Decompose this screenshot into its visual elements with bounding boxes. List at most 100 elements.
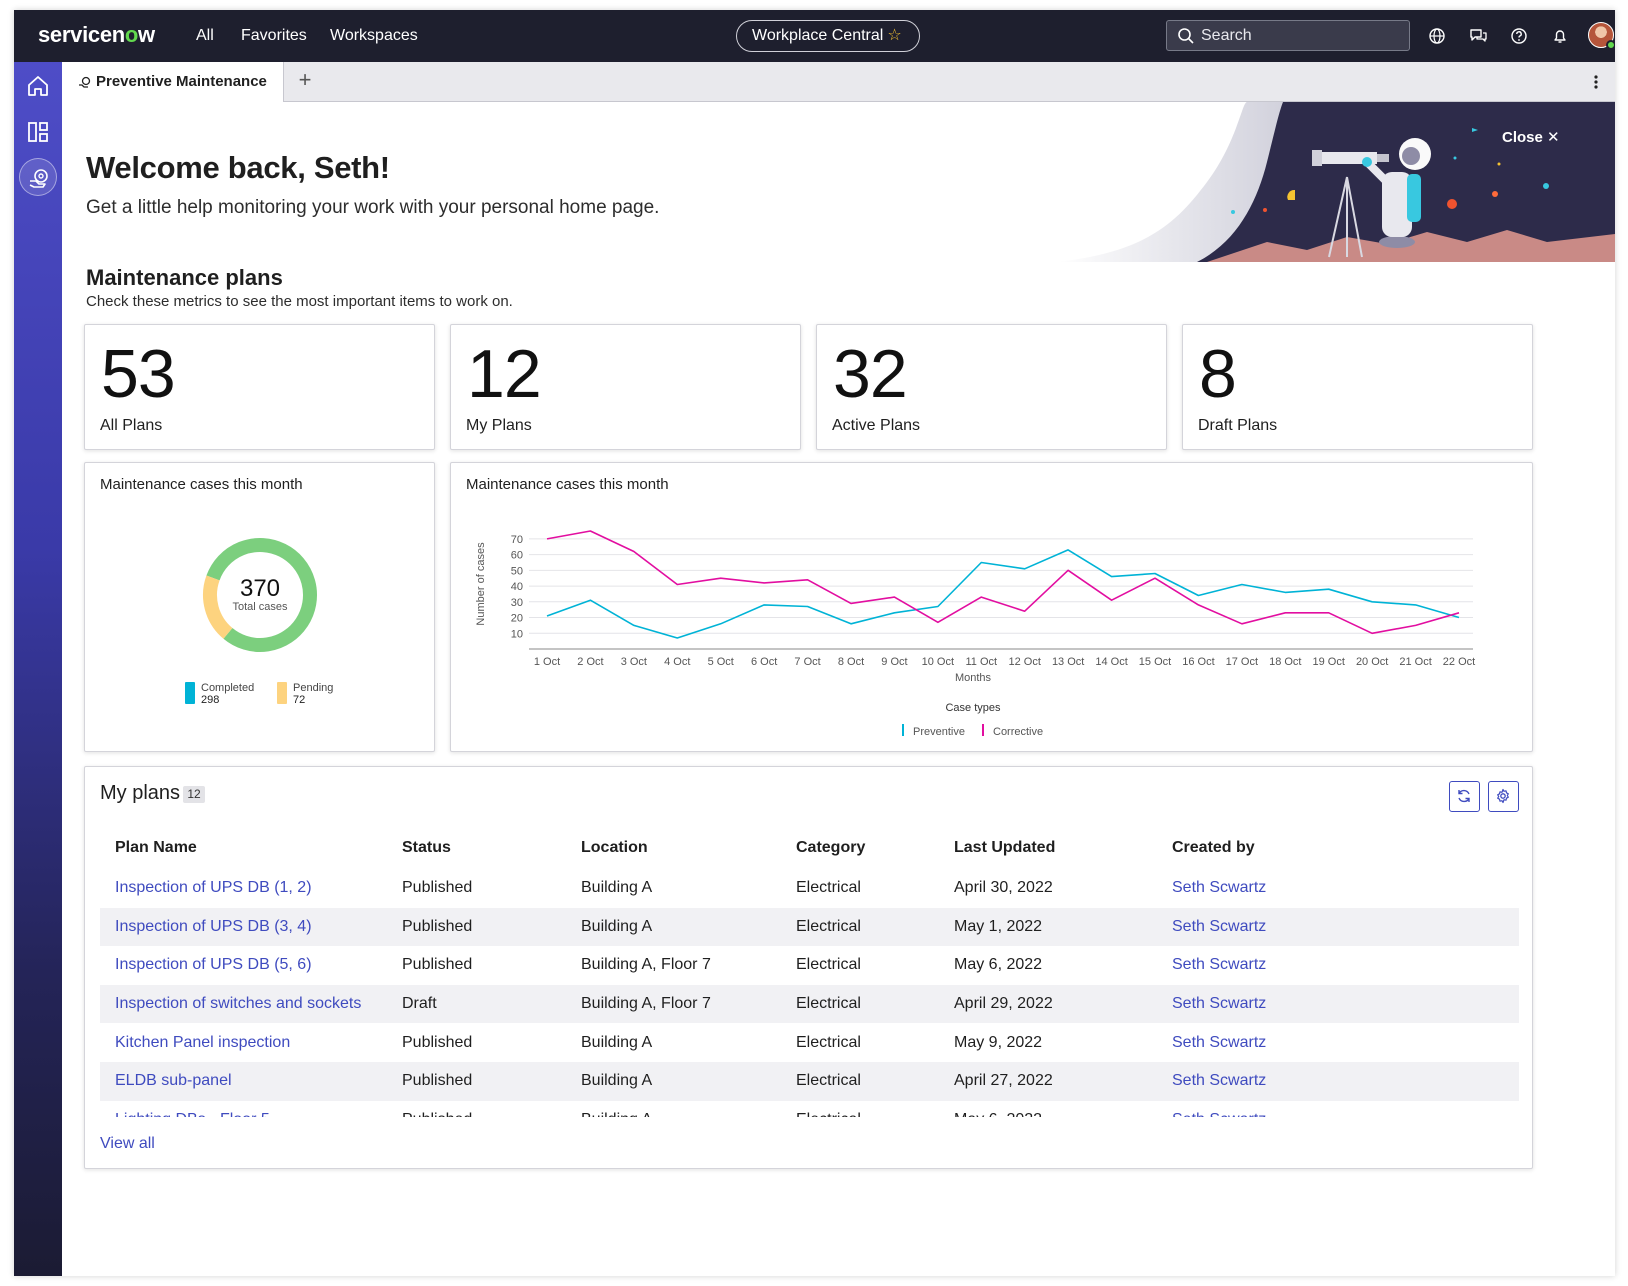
x-tick-label: 8 Oct <box>838 656 864 668</box>
table-row[interactable]: Inspection of UPS DB (3, 4) Published Buil… <box>100 907 1519 947</box>
cell-last-updated: April 29, 2022 <box>939 984 1157 1024</box>
top-navigation-bar: servicenow All Favorites Workspaces Work… <box>14 10 1615 62</box>
cell-category: Electrical <box>781 907 939 947</box>
metric-value: 8 <box>1199 336 1237 412</box>
global-search[interactable] <box>1166 20 1410 51</box>
x-tick-label: 18 Oct <box>1269 656 1301 668</box>
cell-created-by[interactable]: Seth Scwartz <box>1172 1033 1267 1051</box>
tab-preventive-maintenance[interactable]: Preventive Maintenance <box>62 62 284 102</box>
cell-plan-name[interactable]: Inspection of UPS DB (3, 4) <box>100 907 387 947</box>
legend-corrective[interactable]: Corrective <box>982 724 1043 738</box>
table-row[interactable]: Inspection of switches and sockets Draft B… <box>100 984 1519 1024</box>
table-row[interactable]: Inspection of UPS DB (5, 6) Published Buil… <box>100 946 1519 985</box>
add-tab-button[interactable]: + <box>298 67 312 92</box>
cell-plan-name[interactable]: Lighting DBs - Floor 5 <box>100 1101 387 1117</box>
more-options-icon[interactable] <box>1589 72 1603 92</box>
series-line-preventive[interactable] <box>546 549 1460 639</box>
cell-category: Electrical <box>781 1101 939 1117</box>
metric-label: Active Plans <box>832 417 921 434</box>
help-icon[interactable] <box>1508 25 1530 47</box>
legend-label: Corrective <box>993 726 1043 738</box>
cell-category: Electrical <box>796 879 861 897</box>
search-input[interactable] <box>1201 25 1401 47</box>
cell-location: Building A, Floor 7 <box>581 956 711 974</box>
welcome-heading: Welcome back, Seth! <box>86 150 390 185</box>
metric-value: 12 <box>467 336 542 412</box>
section-subtitle: Check these metrics to see the most impo… <box>86 293 513 310</box>
home-icon[interactable] <box>22 70 54 102</box>
legend-value: 298 <box>201 694 220 706</box>
cell-plan-name[interactable]: Inspection of UPS DB (5, 6) <box>115 956 312 974</box>
star-icon[interactable]: ☆ <box>887 27 902 44</box>
donut-slice-pending[interactable] <box>203 575 233 639</box>
view-all-link[interactable]: View all <box>100 1135 155 1152</box>
cell-status: Draft <box>387 984 566 1024</box>
settings-button[interactable] <box>1488 781 1519 812</box>
column-header-plan-name[interactable]: Plan Name <box>115 839 197 856</box>
table-row[interactable]: Lighting DBs - Floor 5PublishedBuilding … <box>100 1101 1519 1117</box>
donut-slice-completed[interactable] <box>206 538 317 652</box>
cell-plan-name[interactable]: ELDB sub-panel <box>100 1061 387 1101</box>
metric-card-all-plans[interactable]: 53 All Plans <box>84 324 435 450</box>
maintenance-workspace-button[interactable] <box>19 158 57 196</box>
chat-icon[interactable] <box>1467 25 1489 47</box>
donut-chart <box>203 538 317 652</box>
app-window: servicenow All Favorites Workspaces Work… <box>14 10 1615 1276</box>
column-header-location[interactable]: Location <box>581 839 648 856</box>
table-row[interactable]: ELDB sub-panel Published Building A Electri… <box>100 1061 1519 1101</box>
plans-table-viewport[interactable]: Plan Name Status Location Category Last … <box>85 827 1534 1117</box>
globe-icon[interactable] <box>1426 25 1448 47</box>
welcome-subtitle: Get a little help monitoring your work w… <box>86 197 660 218</box>
cell-plan-name[interactable]: Inspection of UPS DB (1, 2) <box>115 879 312 897</box>
cell-plan-name[interactable]: Kitchen Panel inspection <box>115 1033 291 1051</box>
cell-created-by[interactable]: Seth Scwartz <box>1157 1061 1519 1101</box>
table-row[interactable]: Kitchen Panel inspection Published Buildin… <box>100 1023 1519 1062</box>
nav-favorites[interactable]: Favorites <box>241 27 307 44</box>
y-tick-label: 30 <box>511 597 523 609</box>
legend-value: 72 <box>293 694 306 706</box>
column-header-created-by[interactable]: Created by <box>1172 839 1255 856</box>
cell-plan-name[interactable]: Inspection of switches and sockets <box>100 984 387 1024</box>
metric-card-draft-plans[interactable]: 8 Draft Plans <box>1182 324 1533 450</box>
legend-preventive[interactable]: Preventive <box>902 724 965 738</box>
series-line-corrective[interactable] <box>546 530 1460 635</box>
user-avatar[interactable] <box>1588 22 1615 50</box>
column-header-last-updated[interactable]: Last Updated <box>954 839 1056 856</box>
metric-value: 53 <box>101 336 176 412</box>
y-tick-label: 40 <box>511 581 523 593</box>
x-axis-label: Months <box>955 672 992 684</box>
dashboard-icon[interactable] <box>22 116 54 148</box>
cell-created-by[interactable]: Seth Scwartz <box>1157 1101 1519 1117</box>
metric-label: My Plans <box>466 417 532 434</box>
y-tick-label: 10 <box>511 628 523 640</box>
bell-icon[interactable] <box>1549 25 1571 47</box>
x-tick-label: 20 Oct <box>1356 656 1388 668</box>
refresh-button[interactable] <box>1449 781 1480 812</box>
nav-workspaces[interactable]: Workspaces <box>330 27 418 44</box>
line-chart-title: Maintenance cases this month <box>466 476 669 493</box>
servicenow-logo[interactable]: servicenow <box>38 22 155 47</box>
cell-created-by[interactable]: Seth Scwartz <box>1172 956 1267 974</box>
cell-location: Building A <box>581 879 653 897</box>
cell-status: Published <box>387 1101 566 1117</box>
cell-last-updated: May 9, 2022 <box>954 1033 1043 1051</box>
cell-created-by[interactable]: Seth Scwartz <box>1172 879 1267 897</box>
close-banner-button[interactable]: Close ✕ <box>1502 129 1560 146</box>
column-header-category[interactable]: Category <box>796 839 866 856</box>
x-tick-label: 13 Oct <box>1052 656 1084 668</box>
metric-card-active-plans[interactable]: 32 Active Plans <box>816 324 1167 450</box>
metric-card-my-plans[interactable]: 12 My Plans <box>450 324 801 450</box>
line-chart-card: Maintenance cases this month 10 20 30 40 50 6… <box>450 462 1533 752</box>
table-row[interactable]: Inspection of UPS DB (1, 2) Published Buil… <box>100 869 1519 908</box>
maintenance-gear-icon <box>29 169 48 188</box>
cell-created-by[interactable]: Seth Scwartz <box>1157 907 1519 947</box>
column-header-status[interactable]: Status <box>402 839 451 856</box>
legend-label: Completed <box>201 682 255 694</box>
x-tick-label: 6 Oct <box>751 656 777 668</box>
cell-created-by[interactable]: Seth Scwartz <box>1157 984 1519 1024</box>
nav-all[interactable]: All <box>196 27 214 44</box>
main-content: Close ✕ Welcome back, Seth! Get a little… <box>62 102 1615 1276</box>
workspace-selector[interactable]: Workplace Central ☆ <box>736 20 920 52</box>
tab-label: Preventive Maintenance <box>96 73 267 90</box>
cell-status: Published <box>402 1033 473 1051</box>
